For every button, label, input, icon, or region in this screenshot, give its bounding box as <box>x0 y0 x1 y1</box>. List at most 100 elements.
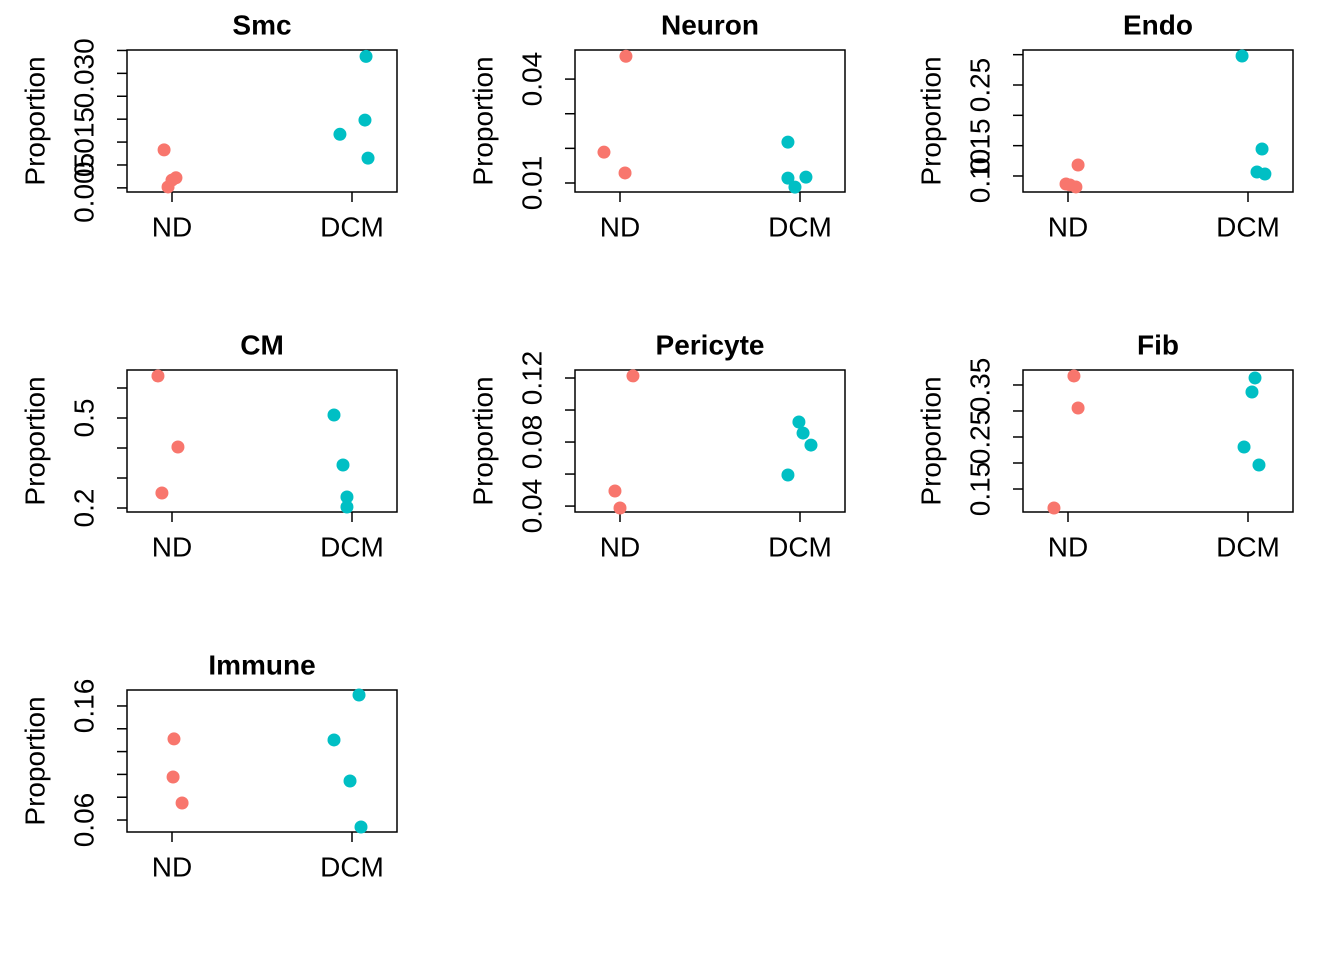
x-tick-label: DCM <box>768 531 832 562</box>
point <box>1235 49 1249 63</box>
point <box>1071 401 1085 415</box>
point <box>618 166 632 180</box>
y-tick-label: 0.08 <box>516 415 547 470</box>
point <box>161 180 175 194</box>
point <box>175 796 189 810</box>
point <box>626 369 640 383</box>
x-tick-label: DCM <box>1216 531 1280 562</box>
point <box>1248 371 1262 385</box>
point <box>340 500 354 514</box>
point <box>352 688 366 702</box>
plot-frame <box>126 369 398 513</box>
point <box>333 127 347 141</box>
x-tick-label: DCM <box>1216 211 1280 242</box>
panel: Fib Proportion 0.150.250.35 ND DCM <box>915 329 1294 562</box>
point <box>781 135 795 149</box>
y-tick-label: 0.5 <box>68 399 99 438</box>
panel: Immune Proportion 0.06 0.16 ND DCM <box>19 649 398 882</box>
point <box>613 501 627 515</box>
point <box>343 774 357 788</box>
y-tick-label: 0.12 <box>516 351 547 406</box>
y-tick-label: 0.030 <box>68 38 99 108</box>
y-axis-label: Proportion <box>19 376 50 505</box>
y-axis-label: Proportion <box>915 376 946 505</box>
plot-frame <box>1022 369 1294 513</box>
y-axis-label: Proportion <box>915 56 946 185</box>
point <box>608 484 622 498</box>
x-tick-label: DCM <box>768 211 832 242</box>
panel: Endo Proportion 0.100.15 0.25 ND DCM <box>915 9 1294 242</box>
y-tick-label: 0.2 <box>68 489 99 528</box>
point <box>358 113 372 127</box>
y-tick-label: 0.10 <box>964 149 995 204</box>
point <box>171 440 185 454</box>
point <box>1245 385 1259 399</box>
x-tick-label: ND <box>152 211 192 242</box>
point <box>155 486 169 500</box>
y-tick-label: 0.35 <box>964 358 995 413</box>
y-tick-label: 0.15 <box>964 462 995 517</box>
point <box>781 468 795 482</box>
point <box>354 820 368 834</box>
panel-title: Smc <box>232 9 291 40</box>
plot-frame <box>1022 49 1294 193</box>
x-tick-label: DCM <box>320 211 384 242</box>
y-tick-label: 0.16 <box>68 679 99 734</box>
y-tick-label: 0.15 <box>964 118 995 173</box>
plot-frame <box>126 49 398 193</box>
point <box>1063 178 1077 192</box>
y-axis-label: Proportion <box>467 56 498 185</box>
plot-frame <box>574 49 846 193</box>
point <box>340 490 354 504</box>
point <box>804 438 818 452</box>
y-tick-label: 0.25 <box>964 58 995 113</box>
point <box>619 49 633 63</box>
panel: CM Proportion 0.2 0.5 ND DCM <box>19 329 398 562</box>
x-tick-label: DCM <box>320 851 384 882</box>
point <box>597 145 611 159</box>
x-tick-label: DCM <box>320 531 384 562</box>
point <box>781 171 795 185</box>
point <box>1252 458 1266 472</box>
panel-title: Endo <box>1123 9 1193 40</box>
x-tick-label: ND <box>600 531 640 562</box>
y-axis-label: Proportion <box>19 696 50 825</box>
point <box>799 170 813 184</box>
point <box>792 415 806 429</box>
point <box>166 770 180 784</box>
plot-frame <box>126 689 398 833</box>
point <box>359 49 373 63</box>
y-tick-label: 0.015 <box>68 107 99 177</box>
point <box>157 143 171 157</box>
y-tick-label: 0.005 <box>68 153 99 223</box>
panel-title: Neuron <box>661 9 759 40</box>
x-tick-label: ND <box>1048 211 1088 242</box>
point <box>1071 158 1085 172</box>
point <box>1258 167 1272 181</box>
y-tick-label: 0.01 <box>516 156 547 211</box>
y-axis-label: Proportion <box>467 376 498 505</box>
x-tick-label: ND <box>1048 531 1088 562</box>
panel-title: Fib <box>1137 329 1179 360</box>
panel-title: CM <box>240 329 284 360</box>
x-tick-label: ND <box>152 851 192 882</box>
panel-title: Pericyte <box>656 329 765 360</box>
point <box>327 733 341 747</box>
point <box>788 180 802 194</box>
plot-frame <box>574 369 846 513</box>
panel: Pericyte Proportion 0.04 0.08 0.12 ND DCM <box>467 329 846 562</box>
point <box>327 408 341 422</box>
point <box>796 426 810 440</box>
point <box>1047 501 1061 515</box>
x-tick-label: ND <box>152 531 192 562</box>
y-tick-label: 0.04 <box>516 52 547 107</box>
point <box>1067 369 1081 383</box>
point <box>1237 440 1251 454</box>
point <box>336 458 350 472</box>
y-tick-label: 0.25 <box>964 410 995 465</box>
x-tick-label: ND <box>600 211 640 242</box>
y-tick-label: 0.04 <box>516 479 547 534</box>
y-tick-label: 0.06 <box>68 793 99 848</box>
